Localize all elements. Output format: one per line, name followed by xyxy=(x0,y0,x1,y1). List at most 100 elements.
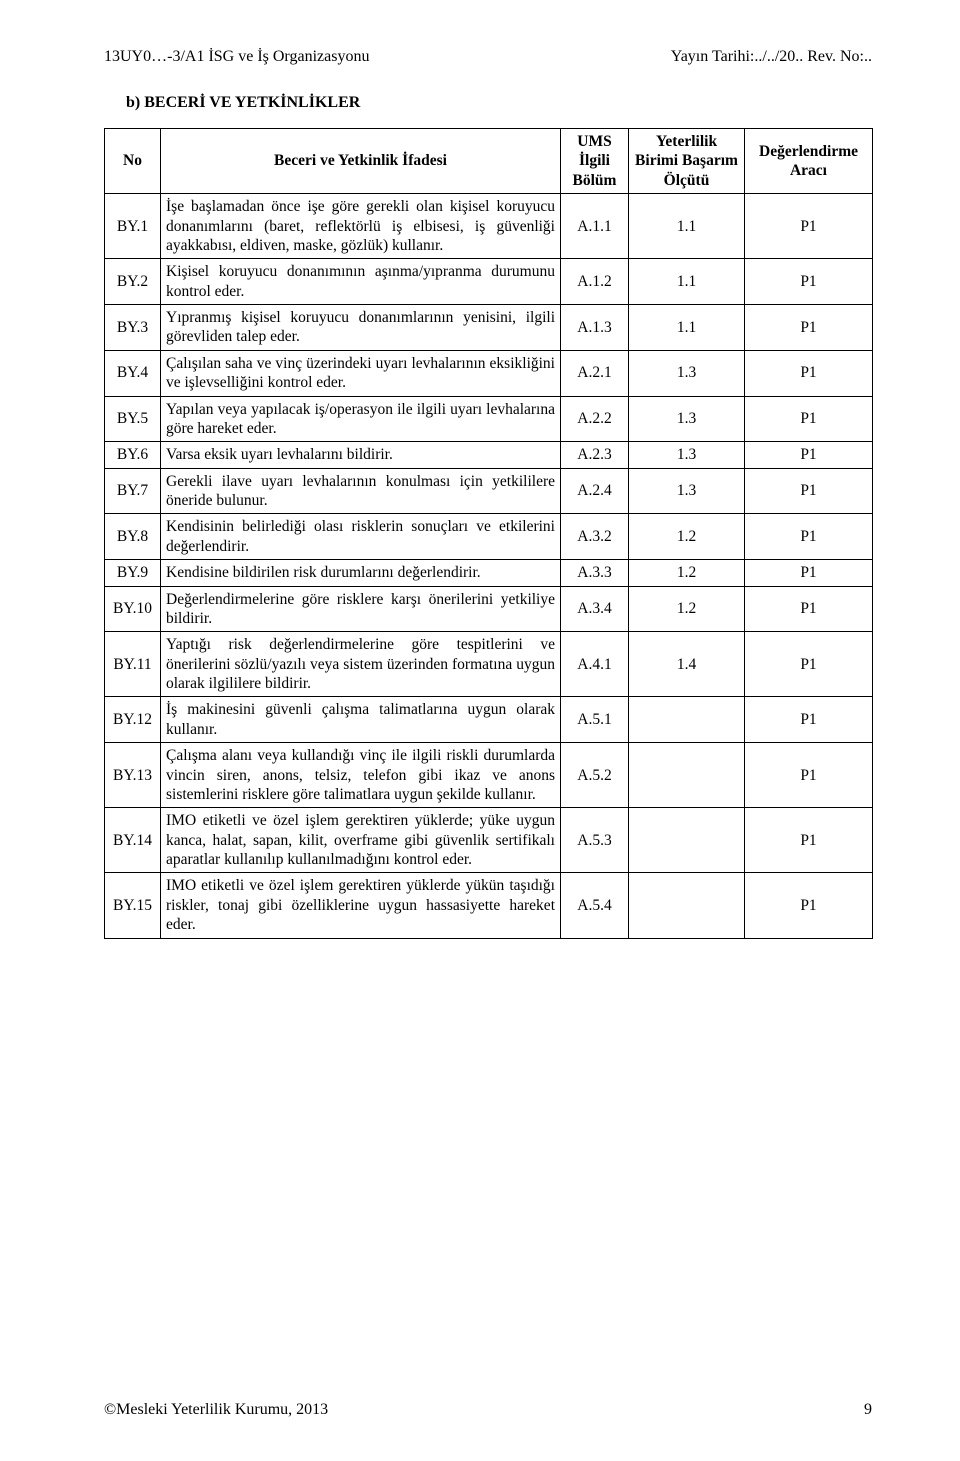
cell-da: P1 xyxy=(745,743,873,808)
cell-da: P1 xyxy=(745,697,873,743)
table-header-row: No Beceri ve Yetkinlik İfadesi UMS İlgil… xyxy=(105,129,873,194)
cell-desc: Varsa eksik uyarı levhalarını bildirir. xyxy=(161,442,561,468)
cell-yb xyxy=(629,697,745,743)
col-no: No xyxy=(105,129,161,194)
cell-no: BY.8 xyxy=(105,514,161,560)
cell-yb xyxy=(629,808,745,873)
cell-ums: A.3.3 xyxy=(561,560,629,586)
table-row: BY.3Yıpranmış kişisel koruyucu donanımla… xyxy=(105,305,873,351)
cell-yb: 1.3 xyxy=(629,468,745,514)
table-row: BY.4Çalışılan saha ve vinç üzerindeki uy… xyxy=(105,350,873,396)
table-row: BY.1İşe başlamadan önce işe göre gerekli… xyxy=(105,194,873,259)
cell-desc: Çalışılan saha ve vinç üzerindeki uyarı … xyxy=(161,350,561,396)
cell-desc: IMO etiketli ve özel işlem gerektiren yü… xyxy=(161,808,561,873)
col-da: Değerlendirme Aracı xyxy=(745,129,873,194)
table-row: BY.11Yaptığı risk değerlendirmelerine gö… xyxy=(105,632,873,697)
cell-da: P1 xyxy=(745,514,873,560)
table-row: BY.15IMO etiketli ve özel işlem gerektir… xyxy=(105,873,873,938)
cell-no: BY.3 xyxy=(105,305,161,351)
cell-desc: İşe başlamadan önce işe göre gerekli ola… xyxy=(161,194,561,259)
cell-ums: A.4.1 xyxy=(561,632,629,697)
cell-desc: Kendisinin belirlediği olası risklerin s… xyxy=(161,514,561,560)
cell-no: BY.11 xyxy=(105,632,161,697)
header-right: Yayın Tarihi:../../20.. Rev. No:.. xyxy=(671,48,872,66)
cell-ums: A.5.1 xyxy=(561,697,629,743)
cell-ums: A.5.3 xyxy=(561,808,629,873)
cell-yb: 1.4 xyxy=(629,632,745,697)
cell-no: BY.5 xyxy=(105,396,161,442)
cell-no: BY.12 xyxy=(105,697,161,743)
table-row: BY.9Kendisine bildirilen risk durumların… xyxy=(105,560,873,586)
cell-da: P1 xyxy=(745,194,873,259)
col-desc: Beceri ve Yetkinlik İfadesi xyxy=(161,129,561,194)
table-row: BY.12İş makinesini güvenli çalışma talim… xyxy=(105,697,873,743)
cell-yb: 1.1 xyxy=(629,194,745,259)
competency-table: No Beceri ve Yetkinlik İfadesi UMS İlgil… xyxy=(104,128,873,939)
cell-desc: Yaptığı risk değerlendirmelerine göre te… xyxy=(161,632,561,697)
cell-yb xyxy=(629,743,745,808)
cell-desc: Gerekli ilave uyarı levhalarının konulma… xyxy=(161,468,561,514)
table-row: BY.8Kendisinin belirlediği olası riskler… xyxy=(105,514,873,560)
cell-yb: 1.2 xyxy=(629,514,745,560)
cell-da: P1 xyxy=(745,442,873,468)
cell-no: BY.13 xyxy=(105,743,161,808)
table-row: BY.10Değerlendirmelerine göre risklere k… xyxy=(105,586,873,632)
page-footer: ©Mesleki Yeterlilik Kurumu, 2013 9 xyxy=(104,1401,872,1419)
cell-desc: IMO etiketli ve özel işlem gerektiren yü… xyxy=(161,873,561,938)
cell-no: BY.6 xyxy=(105,442,161,468)
cell-yb: 1.2 xyxy=(629,586,745,632)
col-ums: UMS İlgili Bölüm xyxy=(561,129,629,194)
cell-ums: A.1.3 xyxy=(561,305,629,351)
table-row: BY.5Yapılan veya yapılacak iş/operasyon … xyxy=(105,396,873,442)
cell-da: P1 xyxy=(745,586,873,632)
cell-no: BY.2 xyxy=(105,259,161,305)
cell-yb: 1.2 xyxy=(629,560,745,586)
cell-no: BY.9 xyxy=(105,560,161,586)
cell-ums: A.2.3 xyxy=(561,442,629,468)
cell-no: BY.15 xyxy=(105,873,161,938)
cell-no: BY.10 xyxy=(105,586,161,632)
cell-no: BY.14 xyxy=(105,808,161,873)
cell-yb xyxy=(629,873,745,938)
cell-desc: İş makinesini güvenli çalışma talimatlar… xyxy=(161,697,561,743)
section-title: b) BECERİ VE YETKİNLİKLER xyxy=(126,94,872,112)
cell-da: P1 xyxy=(745,468,873,514)
cell-ums: A.2.4 xyxy=(561,468,629,514)
cell-ums: A.1.1 xyxy=(561,194,629,259)
cell-desc: Yıpranmış kişisel koruyucu donanımlarını… xyxy=(161,305,561,351)
cell-ums: A.1.2 xyxy=(561,259,629,305)
table-row: BY.7Gerekli ilave uyarı levhalarının kon… xyxy=(105,468,873,514)
cell-no: BY.4 xyxy=(105,350,161,396)
cell-desc: Kişisel koruyucu donanımının aşınma/yıpr… xyxy=(161,259,561,305)
cell-da: P1 xyxy=(745,396,873,442)
table-row: BY.13Çalışma alanı veya kullandığı vinç … xyxy=(105,743,873,808)
cell-ums: A.2.1 xyxy=(561,350,629,396)
page: 13UY0…-3/A1 İSG ve İş Organizasyonu Yayı… xyxy=(0,0,960,1461)
cell-desc: Yapılan veya yapılacak iş/operasyon ile … xyxy=(161,396,561,442)
cell-desc: Kendisine bildirilen risk durumlarını de… xyxy=(161,560,561,586)
cell-yb: 1.3 xyxy=(629,396,745,442)
cell-da: P1 xyxy=(745,873,873,938)
cell-no: BY.7 xyxy=(105,468,161,514)
table-body: BY.1İşe başlamadan önce işe göre gerekli… xyxy=(105,194,873,938)
footer-left: ©Mesleki Yeterlilik Kurumu, 2013 xyxy=(104,1401,328,1419)
footer-right: 9 xyxy=(864,1401,872,1419)
table-row: BY.2Kişisel koruyucu donanımının aşınma/… xyxy=(105,259,873,305)
cell-ums: A.5.4 xyxy=(561,873,629,938)
cell-yb: 1.3 xyxy=(629,350,745,396)
cell-da: P1 xyxy=(745,259,873,305)
cell-ums: A.5.2 xyxy=(561,743,629,808)
cell-da: P1 xyxy=(745,305,873,351)
cell-ums: A.3.4 xyxy=(561,586,629,632)
cell-desc: Değerlendirmelerine göre risklere karşı … xyxy=(161,586,561,632)
cell-desc: Çalışma alanı veya kullandığı vinç ile i… xyxy=(161,743,561,808)
cell-da: P1 xyxy=(745,808,873,873)
cell-ums: A.3.2 xyxy=(561,514,629,560)
cell-da: P1 xyxy=(745,632,873,697)
cell-no: BY.1 xyxy=(105,194,161,259)
cell-yb: 1.3 xyxy=(629,442,745,468)
cell-yb: 1.1 xyxy=(629,259,745,305)
cell-da: P1 xyxy=(745,350,873,396)
cell-yb: 1.1 xyxy=(629,305,745,351)
cell-ums: A.2.2 xyxy=(561,396,629,442)
